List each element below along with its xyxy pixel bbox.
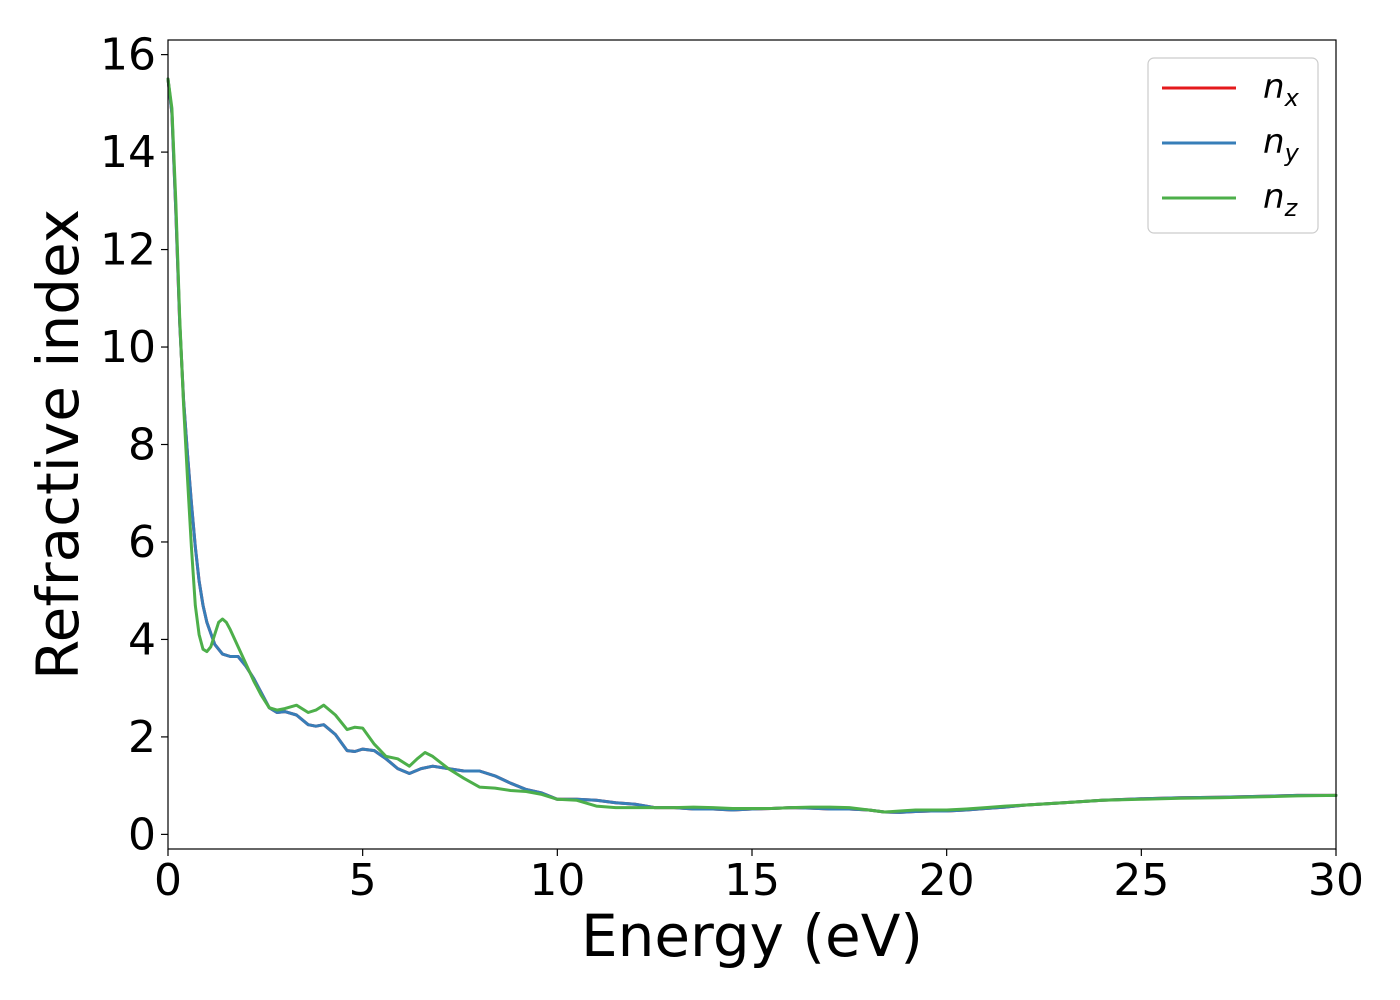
- y-tick-label: 0: [128, 809, 156, 860]
- x-tick-label: 15: [724, 855, 780, 906]
- y-tick-label: 6: [128, 517, 156, 568]
- x-tick-label: 5: [349, 855, 377, 906]
- y-tick-label: 14: [100, 127, 156, 178]
- y-axis: 0 2 4 6 8 10 12 14 16: [100, 30, 168, 860]
- legend: nx ny nz: [1147, 57, 1319, 234]
- y-tick-label: 10: [100, 322, 156, 373]
- y-tick-label: 4: [128, 614, 156, 665]
- legend-label-ny: ny: [1263, 122, 1300, 167]
- legend-label-nz: nz: [1263, 177, 1299, 222]
- y-tick-label: 8: [128, 420, 156, 471]
- legend-box: [1147, 57, 1319, 234]
- y-tick-label: 16: [100, 30, 156, 81]
- x-tick-label: 10: [529, 855, 585, 906]
- series-line-nz: [166, 77, 1338, 814]
- y-tick-label: 12: [100, 225, 156, 276]
- x-tick-label: 20: [919, 855, 975, 906]
- y-tick-label: 2: [128, 712, 156, 763]
- x-tick-label: 0: [154, 855, 182, 906]
- x-tick-label: 30: [1308, 855, 1364, 906]
- x-axis: 0 5 10 15 20 25 30: [154, 849, 1364, 906]
- y-axis-title: Refractive index: [24, 209, 92, 680]
- legend-label-nx: nx: [1263, 67, 1300, 112]
- x-tick-label: 25: [1113, 855, 1169, 906]
- series-layer: [166, 77, 1338, 814]
- x-axis-title: Energy (eV): [581, 902, 923, 970]
